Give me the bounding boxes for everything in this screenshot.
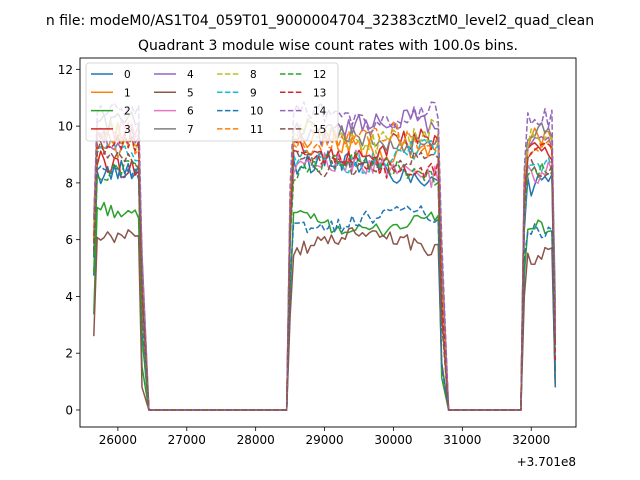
y-tick-label: 6 (65, 233, 73, 247)
y-axis: 0 2 4 6 8 10 12 (58, 63, 80, 417)
series-line-0 (93, 150, 557, 411)
axes-title: Quadrant 3 module wise count rates with … (138, 38, 518, 54)
legend-label-8: 8 (250, 69, 257, 81)
x-tick-label: 32000 (512, 433, 550, 447)
legend-label-4: 4 (187, 69, 194, 81)
legend-box (85, 62, 339, 142)
legend-label-0: 0 (124, 69, 131, 81)
x-tick-label: 26000 (99, 433, 137, 447)
y-tick-label: 0 (65, 403, 73, 417)
series-line-5 (93, 227, 557, 411)
y-tick-label: 4 (65, 290, 73, 304)
legend-label-11: 11 (250, 124, 263, 136)
legend-label-5: 5 (187, 87, 194, 99)
series-line-3 (93, 128, 557, 411)
y-tick-label: 8 (65, 176, 73, 190)
series-line-9 (93, 138, 557, 411)
legend-label-9: 9 (250, 87, 257, 99)
legend-label-6: 6 (187, 106, 194, 118)
series-line-14 (93, 101, 557, 411)
figure-suptitle: n file: modeM0/AS1T04_059T01_9000004704_… (46, 13, 594, 29)
legend-label-12: 12 (313, 69, 326, 81)
series-line-15 (93, 140, 557, 411)
series-line-10 (93, 165, 557, 411)
x-tick-label: 30000 (374, 433, 412, 447)
legend-label-13: 13 (313, 87, 326, 99)
y-tick-label: 12 (58, 63, 73, 77)
x-tick-label: 28000 (237, 433, 275, 447)
plot-lines (93, 101, 557, 411)
x-tick-label: 27000 (168, 433, 206, 447)
series-line-8 (93, 117, 557, 411)
y-tick-label: 10 (58, 120, 73, 134)
x-axis: 26000 27000 28000 29000 30000 31000 32000 (99, 427, 550, 447)
legend-label-7: 7 (187, 124, 194, 136)
series-line-13 (93, 132, 557, 411)
x-offset-label: +3.701e8 (517, 455, 576, 469)
series-line-12 (93, 151, 557, 411)
x-tick-label: 29000 (305, 433, 343, 447)
legend-label-2: 2 (124, 106, 131, 118)
series-line-2 (93, 201, 557, 411)
legend-label-10: 10 (250, 106, 263, 118)
x-tick-label: 31000 (443, 433, 481, 447)
y-tick-label: 2 (65, 347, 73, 361)
legend-label-3: 3 (124, 124, 131, 136)
legend-label-1: 1 (124, 87, 131, 99)
axes-frame (79, 57, 577, 428)
legend-label-15: 15 (313, 124, 326, 136)
legend-label-14: 14 (313, 106, 327, 118)
